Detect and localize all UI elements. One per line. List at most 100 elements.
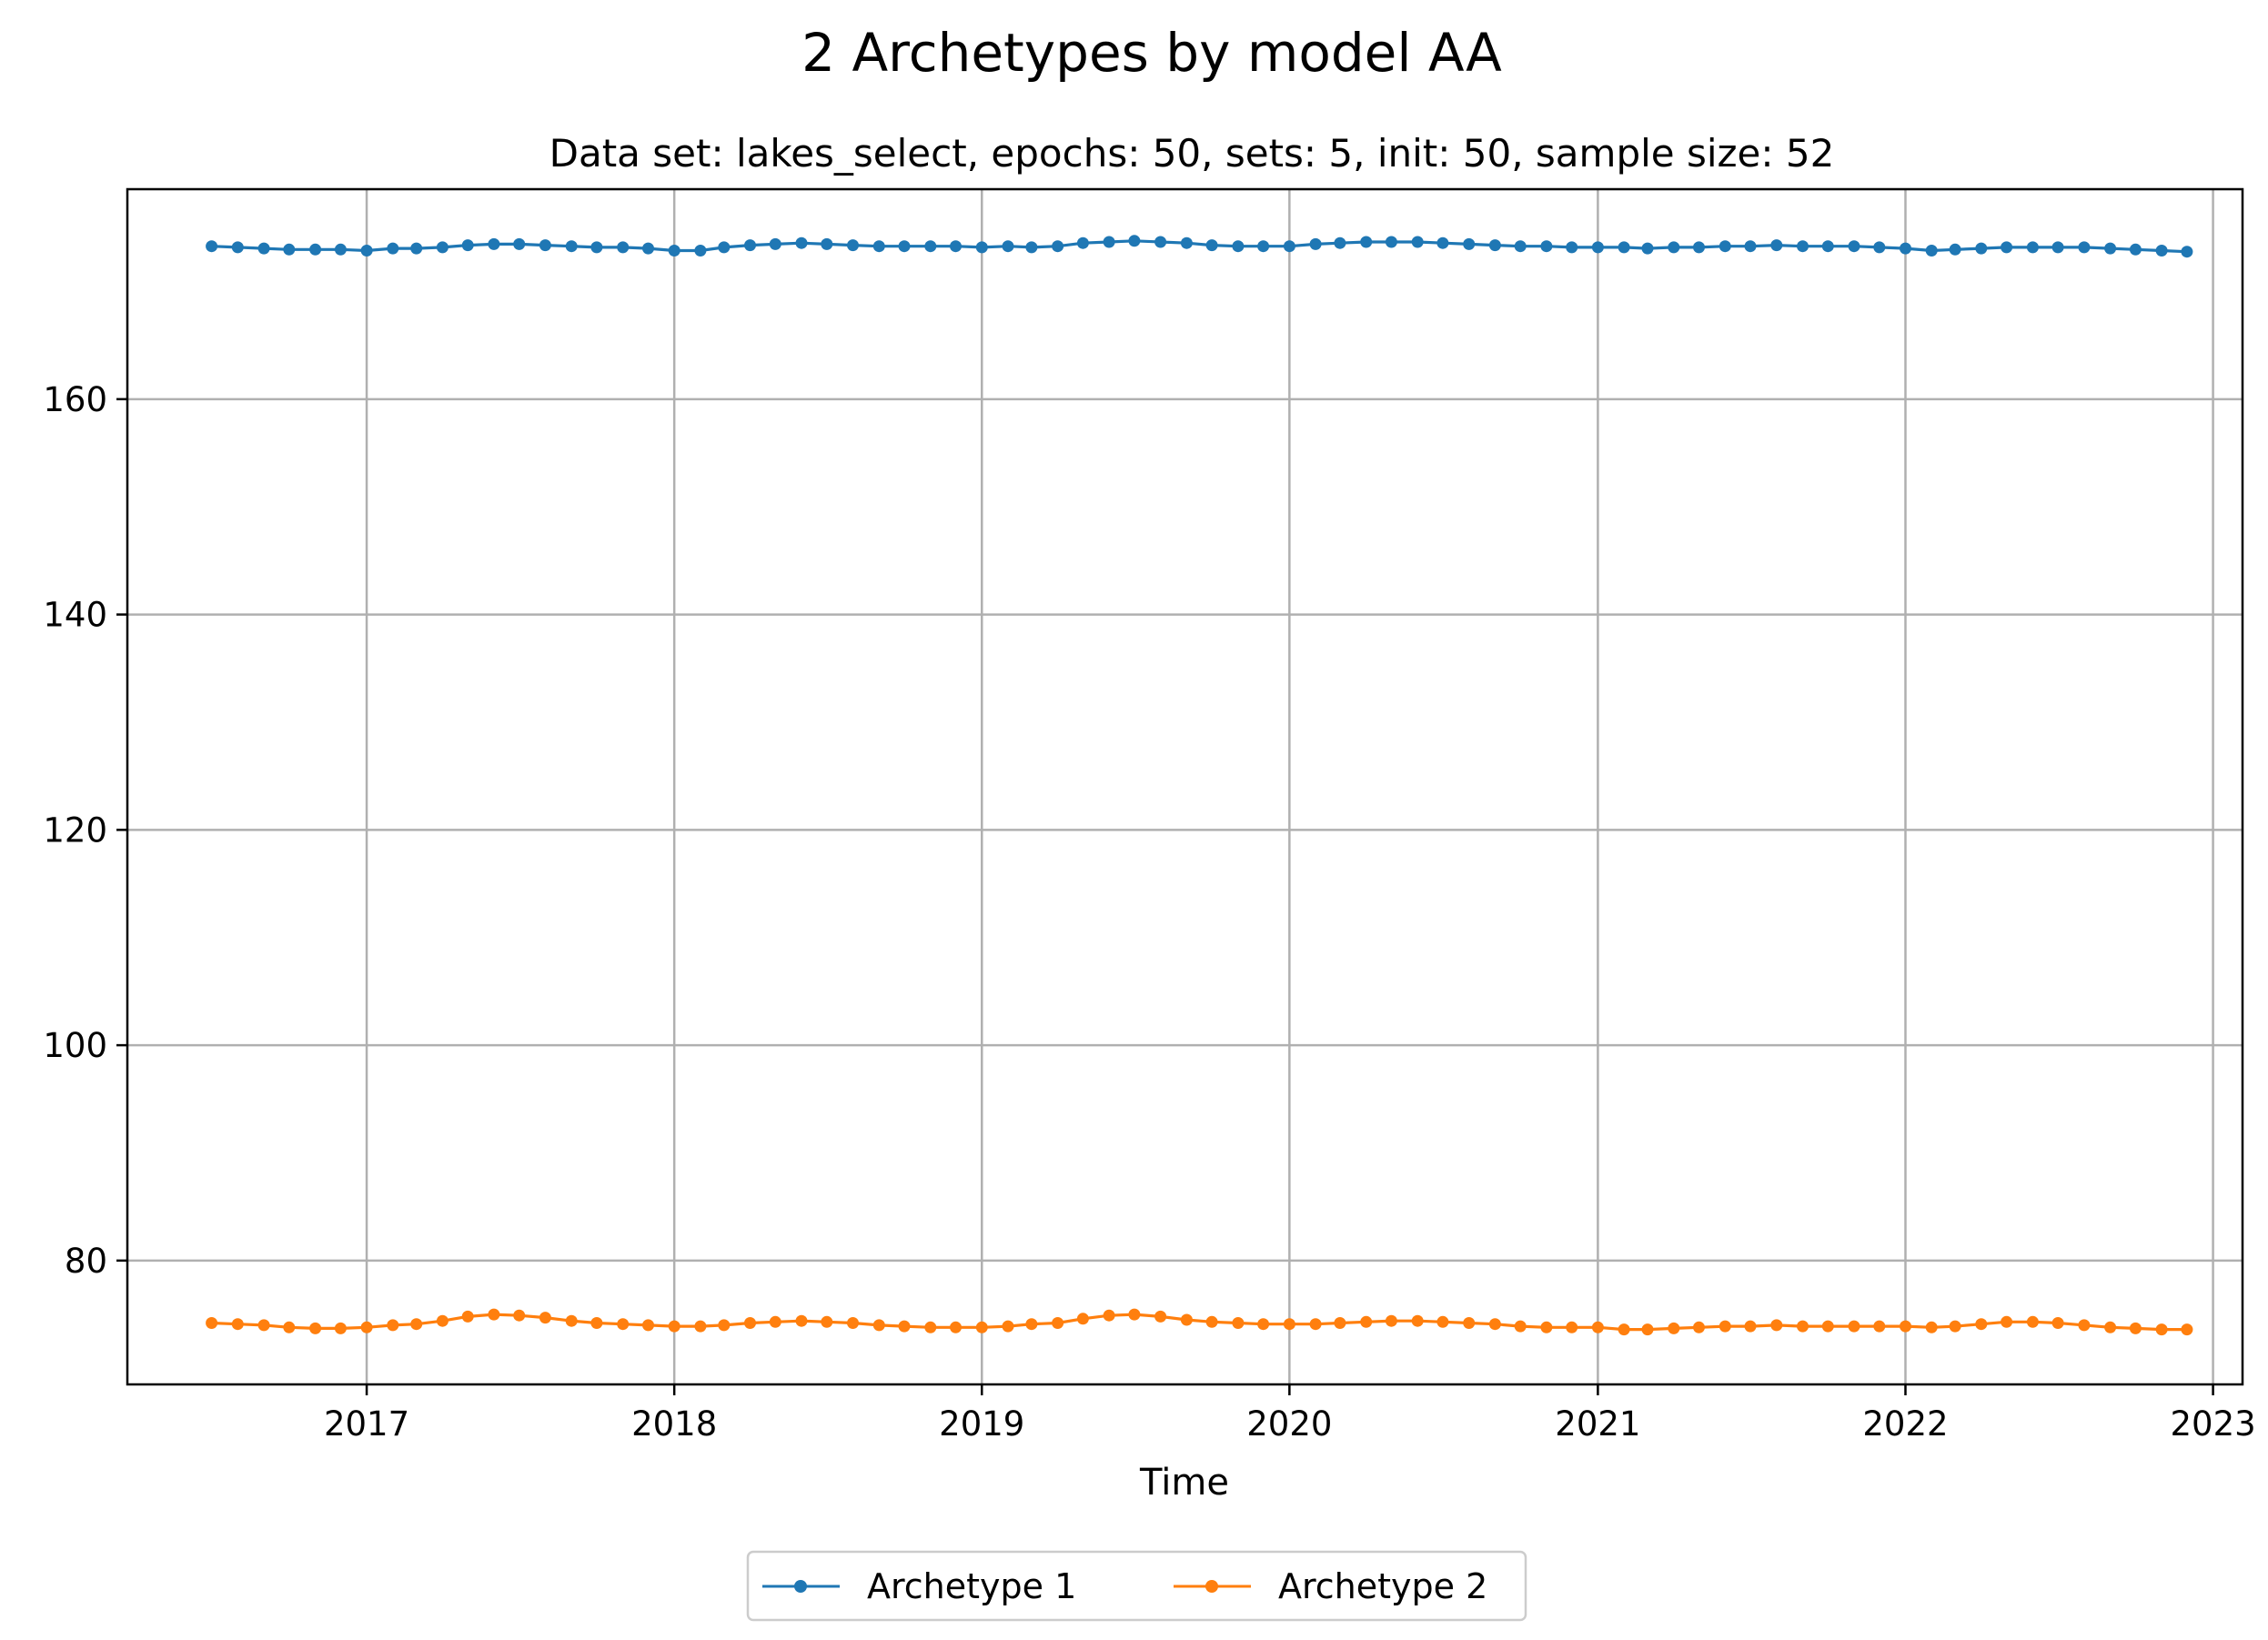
data-point-archetype-2-2022-01 (1900, 1320, 1911, 1333)
data-point-archetype-2-2017-05 (461, 1310, 474, 1323)
data-point-archetype-2-2019-05 (1076, 1313, 1089, 1325)
data-point-archetype-1-2017-08 (539, 239, 551, 252)
legend-label-archetype-1: Archetype 1 (867, 1566, 1076, 1606)
data-point-archetype-1-2021-10 (1821, 240, 1834, 253)
data-point-archetype-1-2020-07 (1436, 236, 1449, 249)
data-point-archetype-1-2022-10 (2129, 243, 2142, 256)
data-point-archetype-2-2018-09 (872, 1319, 885, 1332)
data-point-archetype-1-2022-05 (2001, 241, 2013, 254)
data-point-archetype-2-2022-03 (1949, 1320, 1961, 1333)
data-point-archetype-1-2018-11 (924, 240, 937, 253)
data-point-archetype-1-2020-09 (1488, 239, 1501, 252)
data-point-archetype-1-2016-12 (334, 243, 347, 256)
data-point-archetype-1-2020-06 (1411, 236, 1424, 248)
x-tick-label-2023: 2023 (2170, 1404, 2255, 1444)
data-point-archetype-2-2018-08 (847, 1317, 859, 1329)
chart-subtitle: Data set: lakes_select, epochs: 50, sets… (549, 131, 1835, 176)
data-point-archetype-1-2020-01 (1283, 240, 1295, 253)
data-point-archetype-2-2022-04 (1975, 1318, 1988, 1331)
data-point-archetype-1-2017-03 (410, 242, 423, 255)
data-point-archetype-2-2022-12 (2181, 1323, 2193, 1336)
legend-box (746, 1550, 1527, 1622)
x-tick-label-2020: 2020 (1246, 1404, 1332, 1444)
data-point-archetype-2-2021-08 (1770, 1319, 1783, 1332)
data-point-archetype-1-2019-12 (1257, 240, 1270, 253)
data-point-archetype-2-2020-09 (1488, 1318, 1501, 1331)
legend-marker-archetype-1 (794, 1580, 807, 1593)
data-point-archetype-2-2019-06 (1103, 1309, 1115, 1322)
data-point-archetype-2-2022-02 (1925, 1321, 1938, 1333)
data-point-archetype-1-2016-09 (257, 242, 270, 255)
data-point-archetype-1-2021-09 (1797, 240, 1809, 253)
data-point-archetype-2-2017-04 (436, 1314, 449, 1327)
data-point-archetype-2-2017-08 (539, 1312, 551, 1324)
data-point-archetype-1-2022-02 (1925, 245, 1938, 257)
data-point-archetype-1-2018-02 (694, 245, 707, 257)
data-point-archetype-1-2019-10 (1205, 239, 1218, 252)
y-axis: 80 100 120 140 160 (43, 380, 127, 1281)
data-point-archetype-1-2021-05 (1693, 241, 1705, 254)
data-point-archetype-2-2020-05 (1385, 1314, 1397, 1327)
data-point-archetype-2-2020-06 (1411, 1314, 1424, 1327)
data-point-archetype-1-2022-03 (1949, 243, 1961, 256)
data-point-archetype-2-2016-11 (309, 1322, 322, 1334)
data-point-archetype-1-2019-08 (1154, 236, 1167, 248)
data-point-archetype-2-2016-09 (257, 1319, 270, 1332)
data-point-archetype-2-2020-12 (1566, 1321, 1578, 1333)
data-point-archetype-1-2022-04 (1975, 242, 1988, 255)
data-point-archetype-2-2020-10 (1514, 1320, 1527, 1333)
data-point-archetype-2-2022-05 (2001, 1315, 2013, 1328)
data-point-archetype-2-2021-02 (1618, 1323, 1630, 1336)
data-point-archetype-2-2021-09 (1797, 1320, 1809, 1333)
data-point-archetype-1-2022-01 (1900, 242, 1911, 255)
y-tick-label-160: 160 (43, 380, 107, 419)
data-point-archetype-2-2016-10 (283, 1321, 296, 1333)
data-point-archetype-2-2021-05 (1693, 1321, 1705, 1333)
data-point-archetype-1-2022-12 (2181, 246, 2193, 258)
y-tick-label-120: 120 (43, 810, 107, 850)
data-point-archetype-2-2021-11 (1848, 1320, 1860, 1333)
data-point-archetype-1-2022-06 (2026, 241, 2039, 254)
data-point-archetype-2-2017-12 (642, 1319, 654, 1332)
y-tick-label-100: 100 (43, 1026, 107, 1065)
data-point-archetype-1-2019-07 (1128, 235, 1141, 247)
data-point-archetype-1-2016-07 (206, 240, 218, 253)
legend-marker-archetype-2 (1205, 1580, 1218, 1593)
data-point-archetype-1-2017-05 (461, 239, 474, 252)
data-point-archetype-2-2016-08 (231, 1318, 244, 1331)
data-point-archetype-1-2017-01 (360, 245, 373, 257)
data-point-archetype-1-2017-02 (387, 242, 399, 255)
x-axis: 2017 2018 2019 2020 2021 2022 2023 (324, 1384, 2256, 1444)
data-point-archetype-1-2021-02 (1618, 241, 1630, 254)
data-point-archetype-2-2020-02 (1309, 1318, 1322, 1331)
data-point-archetype-1-2020-03 (1334, 236, 1346, 249)
data-point-archetype-1-2022-07 (2051, 241, 2064, 254)
series-line-archetype-1 (211, 239, 2187, 254)
series-line-archetype-2 (211, 1313, 2187, 1332)
x-tick-label-2021: 2021 (1555, 1404, 1640, 1444)
data-point-archetype-2-2021-10 (1821, 1320, 1834, 1333)
data-point-archetype-1-2020-02 (1309, 237, 1322, 250)
data-point-archetype-2-2017-06 (488, 1308, 500, 1321)
data-point-archetype-2-2019-01 (975, 1321, 988, 1333)
data-point-archetype-2-2018-12 (950, 1321, 962, 1333)
data-point-archetype-2-2022-09 (2104, 1321, 2117, 1333)
data-point-archetype-2-2018-06 (795, 1314, 808, 1327)
data-point-archetype-2-2020-08 (1463, 1317, 1476, 1329)
data-point-archetype-2-2022-06 (2026, 1315, 2039, 1328)
y-tick-label-140: 140 (43, 596, 107, 635)
data-point-archetype-1-2018-09 (872, 240, 885, 253)
data-point-archetype-2-2019-02 (1002, 1320, 1014, 1333)
data-point-archetype-1-2018-08 (847, 239, 859, 252)
data-point-archetype-2-2018-01 (668, 1320, 680, 1333)
data-point-archetype-2-2017-02 (387, 1319, 399, 1332)
data-point-archetype-2-2019-03 (1025, 1318, 1038, 1331)
data-point-archetype-1-2019-02 (1002, 240, 1014, 253)
data-point-archetype-2-2019-11 (1232, 1317, 1245, 1329)
series-archetype-2 (206, 1308, 2193, 1336)
data-point-archetype-2-2019-07 (1128, 1308, 1141, 1321)
x-tick-label-2018: 2018 (631, 1404, 717, 1444)
data-point-archetype-2-2021-12 (1873, 1320, 1886, 1333)
data-point-archetype-1-2017-10 (590, 241, 603, 254)
